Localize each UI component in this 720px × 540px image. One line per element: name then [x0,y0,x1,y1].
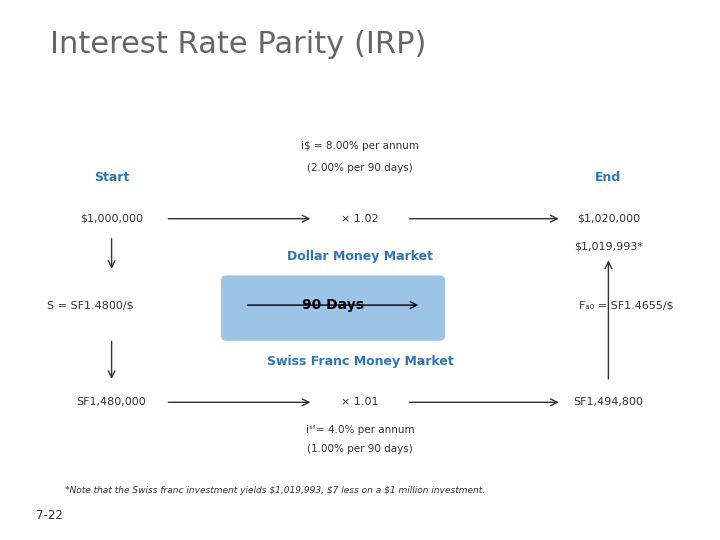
FancyBboxPatch shape [221,275,445,341]
Text: (1.00% per 90 days): (1.00% per 90 days) [307,444,413,455]
Text: i$ = 8.00% per annum: i$ = 8.00% per annum [301,141,419,151]
Text: *Note that the Swiss franc investment yields $1,019,993, $7 less on a $1 million: *Note that the Swiss franc investment yi… [65,486,485,495]
Text: 90 Days: 90 Days [302,298,364,312]
Text: × 1.02: × 1.02 [341,214,379,224]
Text: Swiss Franc Money Market: Swiss Franc Money Market [266,355,454,368]
Text: Interest Rate Parity (IRP): Interest Rate Parity (IRP) [50,30,427,59]
Text: Start: Start [94,171,130,184]
Text: × 1.01: × 1.01 [341,397,379,407]
Text: iˢᶠ= 4.0% per annum: iˢᶠ= 4.0% per annum [306,425,414,435]
Text: Fₐ₀ = SF1.4655/$: Fₐ₀ = SF1.4655/$ [579,300,674,310]
Text: End: End [595,171,621,184]
Text: SF1,480,000: SF1,480,000 [77,397,146,407]
Text: 7-22: 7-22 [36,509,63,522]
Text: S = SF1.4800/$: S = SF1.4800/$ [47,300,133,310]
Text: $1,000,000: $1,000,000 [80,214,143,224]
Text: Dollar Money Market: Dollar Money Market [287,250,433,263]
Text: SF1,494,800: SF1,494,800 [573,397,644,407]
Text: $1,020,000: $1,020,000 [577,214,640,224]
Text: $1,019,993*: $1,019,993* [574,242,643,252]
Text: (2.00% per 90 days): (2.00% per 90 days) [307,163,413,173]
